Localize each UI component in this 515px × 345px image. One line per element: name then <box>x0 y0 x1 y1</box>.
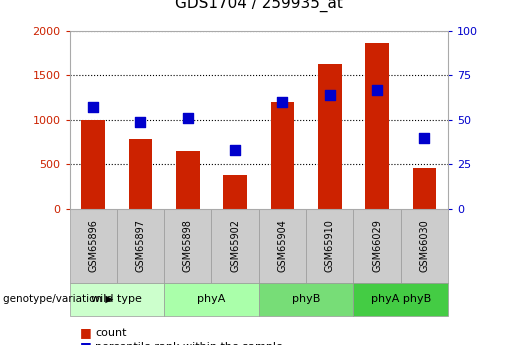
Text: phyB: phyB <box>292 294 320 304</box>
Point <box>325 92 334 98</box>
Point <box>278 99 286 105</box>
Bar <box>224 175 247 209</box>
Text: percentile rank within the sample: percentile rank within the sample <box>95 342 283 345</box>
Text: GSM66030: GSM66030 <box>419 219 430 272</box>
Text: count: count <box>95 328 127 338</box>
Bar <box>270 102 294 209</box>
Bar <box>318 64 341 209</box>
Text: GSM65897: GSM65897 <box>135 219 146 272</box>
Bar <box>129 139 152 209</box>
Point <box>231 147 239 153</box>
Text: GSM65898: GSM65898 <box>183 219 193 272</box>
Text: GSM65910: GSM65910 <box>325 219 335 272</box>
Text: GSM66029: GSM66029 <box>372 219 382 272</box>
Bar <box>81 120 105 209</box>
Point <box>420 135 428 140</box>
Bar <box>176 151 200 209</box>
Text: GSM65902: GSM65902 <box>230 219 240 272</box>
Text: phyA phyB: phyA phyB <box>371 294 431 304</box>
Text: GSM65896: GSM65896 <box>88 219 98 272</box>
Bar <box>365 42 389 209</box>
Point <box>373 87 381 92</box>
Text: GDS1704 / 259935_at: GDS1704 / 259935_at <box>175 0 342 12</box>
Point <box>184 115 192 121</box>
Text: genotype/variation ▶: genotype/variation ▶ <box>3 294 113 304</box>
Text: wild type: wild type <box>91 294 142 304</box>
Point <box>136 119 145 125</box>
Text: GSM65904: GSM65904 <box>278 219 287 272</box>
Text: ■: ■ <box>80 326 92 339</box>
Point <box>89 105 97 110</box>
Text: phyA: phyA <box>197 294 226 304</box>
Bar <box>413 168 436 209</box>
Text: ■: ■ <box>80 340 92 345</box>
